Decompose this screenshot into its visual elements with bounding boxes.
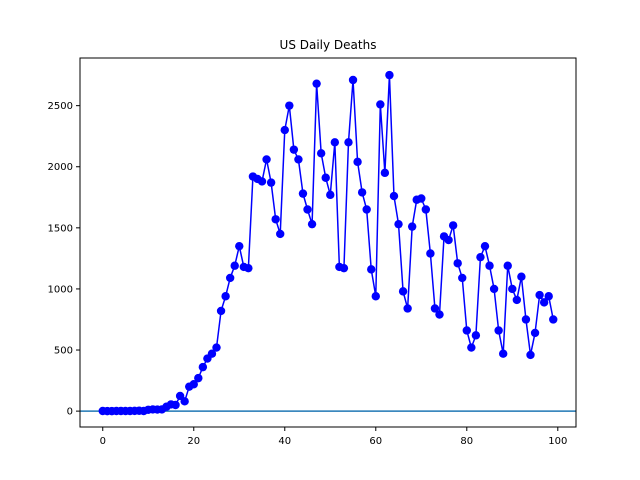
- data-point: [471, 331, 481, 340]
- data-point: [189, 380, 198, 389]
- y-axis: 0 500 1000 1500 2000 2500: [48, 101, 80, 418]
- data-point: [262, 155, 271, 164]
- data-point: [303, 205, 312, 214]
- data-point: [458, 273, 467, 283]
- x-tick-label: 80: [460, 436, 473, 447]
- data-point: [271, 215, 280, 224]
- data-point: [453, 259, 462, 268]
- data-point: [285, 101, 294, 110]
- data-point: [539, 298, 549, 307]
- marker-layer: [98, 70, 558, 416]
- data-point: [330, 138, 340, 147]
- data-point: [276, 229, 285, 239]
- data-point: [212, 343, 221, 352]
- data-point: [494, 326, 503, 335]
- y-tick-label: 2000: [48, 162, 73, 173]
- series-layer: [102, 74, 554, 412]
- x-tick-label: 40: [278, 436, 291, 447]
- y-tick-label: 0: [67, 407, 73, 418]
- data-point: [549, 315, 558, 324]
- data-point: [326, 190, 335, 200]
- data-point: [321, 173, 330, 182]
- data-point: [221, 292, 230, 301]
- x-tick-label: 100: [548, 436, 567, 447]
- data-point: [348, 75, 358, 85]
- data-point: [462, 326, 471, 335]
- x-tick-label: 60: [369, 436, 382, 447]
- data-point: [535, 290, 544, 300]
- data-point: [257, 177, 267, 186]
- y-tick-label: 1000: [48, 284, 73, 295]
- y-tick-label: 2500: [48, 101, 73, 112]
- data-point: [180, 397, 189, 406]
- data-point: [489, 284, 499, 294]
- data-point: [357, 188, 367, 197]
- data-point: [530, 328, 540, 338]
- x-tick-label: 20: [187, 436, 200, 447]
- data-point: [544, 292, 553, 301]
- data-point: [476, 252, 485, 262]
- data-point: [289, 145, 299, 154]
- data-point: [480, 241, 490, 251]
- data-point: [417, 194, 426, 203]
- data-point: [371, 292, 380, 301]
- data-point: [198, 362, 208, 372]
- data-point: [207, 349, 217, 358]
- data-point: [426, 249, 435, 258]
- data-point: [385, 70, 394, 80]
- y-tick-label: 1500: [48, 223, 73, 234]
- data-point: [430, 304, 440, 313]
- x-axis: 0 20 40 60 80 100: [100, 427, 567, 447]
- data-point: [521, 315, 531, 324]
- data-point: [508, 284, 517, 294]
- data-point: [298, 189, 308, 198]
- data-point: [389, 191, 399, 201]
- data-point: [216, 306, 226, 316]
- data-point: [407, 222, 417, 231]
- data-point: [485, 261, 494, 270]
- data-point: [235, 241, 244, 251]
- chart-title: US Daily Deaths: [280, 38, 377, 52]
- data-point: [353, 157, 362, 167]
- data-point: [362, 205, 371, 214]
- data-point: [280, 125, 289, 135]
- data-point: [344, 138, 353, 147]
- data-point: [448, 221, 458, 230]
- data-point: [517, 272, 526, 281]
- y-tick-label: 500: [54, 346, 73, 357]
- data-point: [403, 304, 412, 313]
- data-point: [421, 205, 431, 214]
- data-point: [512, 295, 522, 305]
- data-point: [312, 79, 321, 88]
- data-point: [171, 400, 180, 410]
- data-point: [398, 287, 408, 296]
- data-point: [316, 149, 326, 158]
- data-point: [266, 178, 276, 187]
- plot-frame: [79, 57, 577, 428]
- data-point: [194, 373, 203, 383]
- data-point: [307, 219, 317, 229]
- data-point: [244, 263, 253, 273]
- data-point: [376, 100, 385, 109]
- data-point: [467, 343, 476, 352]
- data-point: [380, 168, 390, 178]
- x-tick-label: 0: [100, 436, 106, 447]
- data-point: [444, 235, 453, 245]
- data-point: [225, 273, 235, 283]
- data-point: [526, 350, 535, 360]
- data-point: [498, 349, 508, 358]
- data-point: [435, 310, 444, 319]
- data-point: [230, 261, 239, 270]
- data-point: [394, 219, 403, 229]
- data-point: [367, 265, 376, 274]
- data-point: [339, 263, 349, 273]
- series-line: [102, 74, 554, 412]
- data-point: [294, 155, 303, 164]
- data-point: [503, 261, 512, 270]
